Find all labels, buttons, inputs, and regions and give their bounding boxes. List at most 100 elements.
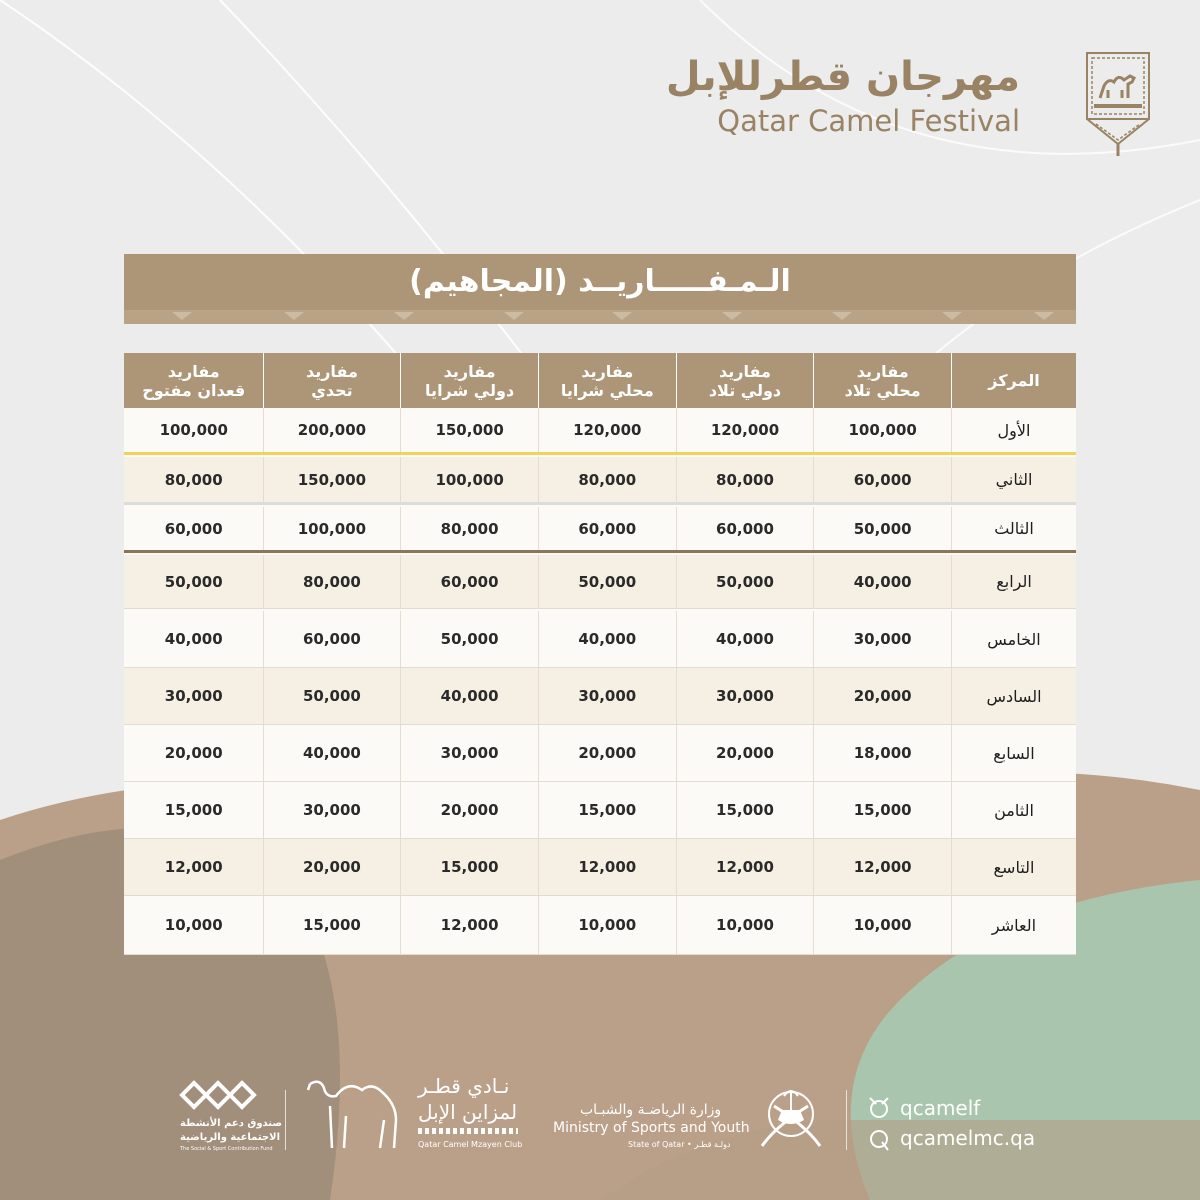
prize-cell: 80,000 xyxy=(164,470,223,489)
fund-name-en: The Social & Sport Contribution Fund xyxy=(180,1146,273,1152)
page-title: الـمـفـــــاريــد (المجاهيم) xyxy=(409,264,791,299)
prize-cell: 60,000 xyxy=(813,457,951,502)
header-sublabel: محلي شرايا xyxy=(560,380,654,400)
prize-cell: 12,000 xyxy=(537,839,676,895)
table-header: المركز مفاريد محلي تلاد مفاريد دولي تلاد م… xyxy=(124,353,1076,408)
header-label: مفاريد xyxy=(305,361,358,381)
social-icon xyxy=(869,1097,889,1118)
social-handle-2[interactable]: qcamelmc.qa xyxy=(900,1126,1036,1150)
prize-cell: 100,000 xyxy=(262,507,401,550)
table-row: الخامس 30,000 40,000 40,000 50,000 60,000 40,0… xyxy=(124,611,1076,668)
prize-cell: 60,000 xyxy=(400,555,538,608)
footer-divider xyxy=(285,1090,286,1150)
prize-cell: 50,000 xyxy=(813,507,951,550)
fund-logo-icon xyxy=(179,1080,257,1110)
table-row: الثاني 60,000 80,000 80,000 100,000 150,000 80… xyxy=(124,457,1076,505)
prize-cell: 20,000 xyxy=(537,725,676,781)
camel-club-icon xyxy=(306,1080,398,1149)
table-row: الثامن 15,000 15,000 15,000 20,000 30,000 15,0… xyxy=(124,782,1076,839)
header-label: مفاريد xyxy=(856,361,909,381)
rank-cell: العاشر xyxy=(951,896,1076,954)
header-cell: مفاريد دولي تلاد xyxy=(675,353,814,408)
rank-cell: الثامن xyxy=(951,782,1076,838)
header-sublabel: تحدي xyxy=(311,380,353,400)
prize-cell: 40,000 xyxy=(400,668,538,724)
link-icon xyxy=(870,1130,889,1151)
footer-divider xyxy=(846,1090,847,1150)
prize-cell: 12,000 xyxy=(400,896,538,954)
table-row: الثالث 50,000 60,000 60,000 80,000 100,000 60,… xyxy=(124,507,1076,553)
prize-cell: 30,000 xyxy=(400,725,538,781)
rank-cell: الخامس xyxy=(951,611,1076,667)
prize-cell: 60,000 xyxy=(537,507,676,550)
prize-cell: 12,000 xyxy=(164,858,223,876)
prize-cell: 120,000 xyxy=(537,408,676,452)
prize-cell: 150,000 xyxy=(262,457,401,502)
table-row: الرابع 40,000 50,000 50,000 60,000 80,000 50,0… xyxy=(124,555,1076,609)
prize-cell: 30,000 xyxy=(813,611,951,667)
prize-cell: 20,000 xyxy=(262,839,401,895)
prize-cell: 18,000 xyxy=(813,725,951,781)
header-label: مفاريد xyxy=(167,361,220,381)
fund-name-ar-2: الاجتماعية والرياضية xyxy=(180,1132,281,1143)
header-label: مفاريد xyxy=(719,361,771,381)
header-label: المركز xyxy=(988,371,1040,390)
prize-table: المركز مفاريد محلي تلاد مفاريد دولي تلاد م… xyxy=(124,353,1076,955)
prize-cell: 12,000 xyxy=(813,839,951,895)
header-cell: المركز xyxy=(951,353,1076,408)
camel-emblem-icon xyxy=(1086,52,1150,156)
prize-cell: 10,000 xyxy=(813,896,951,954)
header-label: مفاريد xyxy=(581,361,634,381)
prize-cell: 80,000 xyxy=(262,555,401,608)
header-cell: مفاريد قعدان مفتوح xyxy=(125,353,263,408)
logo-arabic-text: مهرجان قطرللإبل xyxy=(665,54,1020,100)
prize-cell: 50,000 xyxy=(537,555,676,608)
logo-english-text: Qatar Camel Festival xyxy=(717,104,1020,138)
header-sublabel: دولي تلاد xyxy=(708,380,782,400)
prize-cell: 20,000 xyxy=(400,782,538,838)
fund-name-ar-1: صندوق دعم الأنشطة xyxy=(180,1118,283,1129)
header-cell: مفاريد دولي شرايا xyxy=(400,353,538,408)
header-label: مفاريد xyxy=(443,361,496,381)
table-row: السابع 18,000 20,000 20,000 30,000 40,000 20,0… xyxy=(124,725,1076,782)
prize-cell: 12,000 xyxy=(675,839,814,895)
rank-cell: السابع xyxy=(951,725,1076,781)
prize-cell: 40,000 xyxy=(537,611,676,667)
prize-cell: 10,000 xyxy=(537,896,676,954)
header-sublabel: دولي شرايا xyxy=(425,380,515,400)
prize-cell: 40,000 xyxy=(813,555,951,608)
prize-cell: 60,000 xyxy=(164,519,223,538)
club-pattern xyxy=(418,1128,518,1134)
prize-cell: 15,000 xyxy=(262,896,401,954)
title-bar: الـمـفـــــاريــد (المجاهيم) xyxy=(124,254,1076,324)
prize-cell: 15,000 xyxy=(813,782,951,838)
social-handle-1[interactable]: qcamelf xyxy=(900,1096,981,1120)
prize-cell: 100,000 xyxy=(813,408,951,452)
prize-cell: 40,000 xyxy=(262,725,401,781)
club-name-ar-1: نـادي قطـر xyxy=(418,1074,510,1098)
prize-cell: 100,000 xyxy=(400,457,538,502)
ministry-name-en: Ministry of Sports and Youth xyxy=(553,1120,750,1136)
rank-cell: الأول xyxy=(951,408,1076,452)
ministry-name-ar: وزارة الرياضـة والشبـاب xyxy=(580,1102,722,1118)
rank-cell: الثالث xyxy=(951,507,1076,550)
club-name-en: Qatar Camel Mzayen Club xyxy=(418,1140,523,1149)
prize-cell: 15,000 xyxy=(675,782,814,838)
prize-cell: 40,000 xyxy=(164,630,223,648)
header-cell: مفاريد تحدي xyxy=(262,353,401,408)
prize-cell: 80,000 xyxy=(400,507,538,550)
rank-cell: الرابع xyxy=(951,555,1076,608)
prize-cell: 10,000 xyxy=(675,896,814,954)
title-decoration xyxy=(124,310,1076,324)
prize-cell: 30,000 xyxy=(262,782,401,838)
header-cell: مفاريد محلي شرايا xyxy=(537,353,676,408)
prize-cell: 60,000 xyxy=(262,611,401,667)
header-cell: مفاريد محلي تلاد xyxy=(813,353,951,408)
prize-cell: 20,000 xyxy=(813,668,951,724)
state-of-qatar: State of Qatar • دولـة قطـر xyxy=(628,1140,731,1149)
table-row: السادس 20,000 30,000 30,000 40,000 50,000 30,0… xyxy=(124,668,1076,725)
table-row: العاشر 10,000 10,000 10,000 12,000 15,000 10,0… xyxy=(124,896,1076,955)
prize-cell: 30,000 xyxy=(537,668,676,724)
qatar-emblem-icon xyxy=(760,1090,822,1147)
prize-cell: 120,000 xyxy=(675,408,814,452)
